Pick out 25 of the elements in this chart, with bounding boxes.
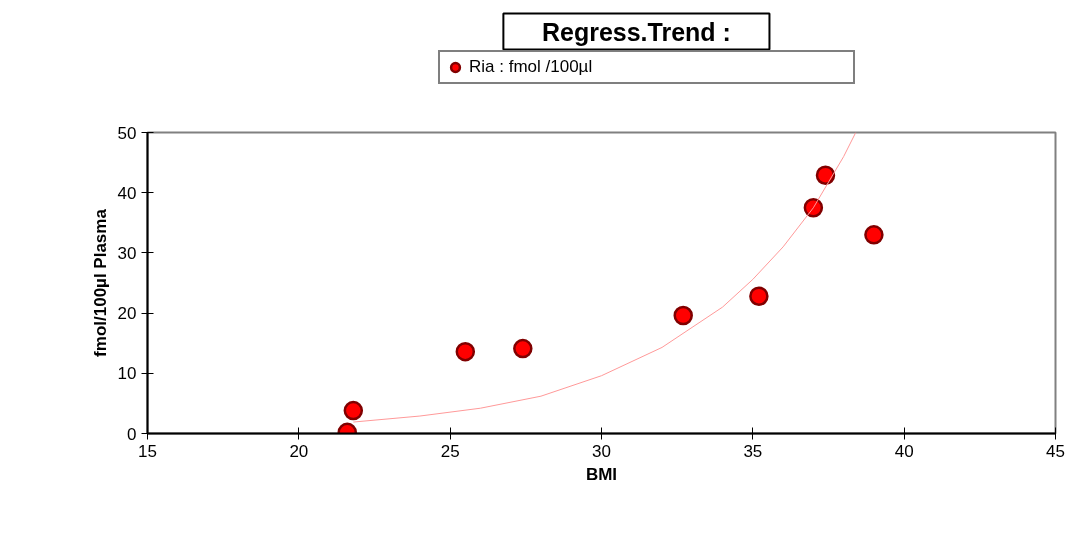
y-tick-label: 0: [127, 424, 137, 444]
point: [673, 305, 693, 326]
y-tick-label: 20: [117, 304, 137, 324]
x-tick-label: 40: [894, 441, 914, 461]
y-tick-label: 50: [117, 123, 137, 143]
point: [513, 338, 533, 359]
point: [749, 286, 769, 306]
point: [803, 198, 824, 218]
x-tick-label: 20: [289, 441, 309, 461]
x-tick-label: 30: [592, 441, 611, 461]
x-axis-title: BMI: [585, 464, 618, 484]
y-tick-label: 40: [117, 183, 137, 203]
x-tick-label: 25: [440, 441, 460, 461]
y-axis-title: fmol/100µl Plasma: [90, 208, 110, 357]
x-tick-label: 35: [743, 441, 763, 461]
y-tick-label: 30: [117, 243, 137, 263]
x-tick-label: 45: [1046, 441, 1065, 461]
legend-label: Ria : fmol /100µl: [469, 57, 594, 77]
point: [343, 400, 364, 421]
x-tick-label: 15: [138, 441, 157, 461]
y-tick-label: 10: [117, 364, 137, 384]
point: [815, 165, 836, 185]
chart-title: Regress.Trend :: [541, 17, 731, 46]
point: [455, 341, 476, 362]
point: [864, 225, 884, 245]
